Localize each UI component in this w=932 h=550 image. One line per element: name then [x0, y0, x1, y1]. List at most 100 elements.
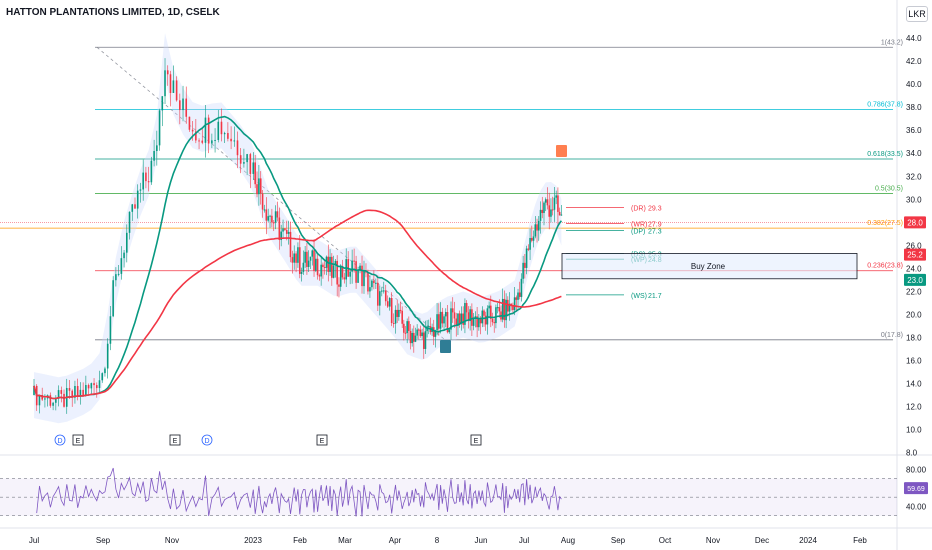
ma-slow-line — [33, 209, 562, 400]
candle-body — [38, 394, 41, 406]
candle-body — [479, 318, 482, 324]
candle-body — [418, 329, 420, 331]
candle-body — [353, 260, 355, 262]
candle-body — [263, 209, 266, 211]
price-badge-label: 28.0 — [907, 218, 923, 227]
candle-body — [355, 261, 357, 283]
candle-body — [249, 154, 252, 174]
candle-body — [320, 264, 322, 277]
y-tick-label: 24.0 — [906, 264, 922, 273]
y-tick-label: 42.0 — [906, 57, 922, 66]
candle-body — [164, 70, 166, 97]
candle-body — [536, 224, 538, 231]
candle-body — [265, 209, 268, 221]
candle-body — [85, 385, 87, 396]
candle-body — [195, 131, 197, 141]
candle-body — [438, 314, 440, 329]
candle-body — [529, 237, 531, 250]
candle-body — [49, 395, 52, 406]
y-tick-label: 8.0 — [906, 449, 918, 458]
candle-body — [120, 258, 123, 274]
candle-body — [331, 256, 333, 278]
candle-body — [493, 322, 496, 324]
candle-body — [532, 236, 535, 241]
candle-body — [252, 162, 255, 174]
y-tick-label: 18.0 — [906, 334, 922, 343]
event-marker-letter: E — [320, 438, 325, 445]
candle-body — [443, 316, 445, 324]
candle-body — [82, 389, 84, 396]
candle-body — [153, 151, 155, 161]
candle-body — [419, 329, 422, 337]
candle-body — [179, 100, 181, 111]
candle-body — [491, 318, 494, 323]
candle-body — [345, 259, 347, 280]
candle-body — [145, 172, 147, 182]
x-tick-label: Sep — [96, 536, 111, 545]
y-tick-label: 20.0 — [906, 310, 922, 319]
candle-body — [388, 298, 391, 307]
candle-body — [434, 330, 437, 337]
candle-body — [204, 117, 207, 143]
x-tick-label: Oct — [659, 536, 672, 545]
candle-body — [455, 318, 458, 326]
candle-body — [306, 251, 308, 267]
rsi-line — [36, 467, 562, 517]
x-tick-label: Feb — [853, 536, 867, 545]
candle-body — [525, 248, 528, 268]
candle-body — [476, 316, 478, 328]
currency-button[interactable]: LKR — [906, 6, 928, 22]
x-tick-label: Dec — [755, 536, 769, 545]
candle-body — [112, 280, 114, 317]
candle-body — [404, 332, 407, 334]
candle-body — [495, 307, 497, 324]
candle-body — [246, 154, 248, 163]
candle-body — [557, 195, 559, 212]
candle-body — [517, 292, 519, 300]
candle-body — [68, 388, 71, 391]
y-tick-label: 14.0 — [906, 380, 922, 389]
candle-body — [182, 98, 184, 111]
candle-body — [269, 215, 271, 217]
candle-body — [448, 329, 451, 333]
x-tick-label: Nov — [165, 536, 179, 545]
candle-body — [327, 256, 330, 272]
candle-body — [382, 290, 385, 292]
candle-body — [505, 299, 507, 321]
candle-body — [357, 270, 359, 283]
candle-body — [207, 117, 210, 144]
candle-body — [282, 228, 284, 232]
candle-body — [101, 373, 104, 381]
candle-body — [427, 326, 430, 328]
event-marker-letter: D — [57, 438, 62, 445]
candle-body — [507, 299, 509, 312]
candle-body — [316, 258, 319, 276]
x-tick-label: Apr — [389, 536, 402, 545]
candle-body — [307, 260, 310, 267]
candle-body — [230, 138, 232, 142]
candle-body — [295, 253, 297, 263]
candle-body — [256, 184, 258, 195]
candle-body — [384, 290, 387, 302]
candle-body — [329, 256, 331, 272]
x-tick-label: Jul — [519, 536, 529, 545]
candle-body — [139, 189, 142, 191]
candle-body — [527, 248, 530, 250]
candle-body — [416, 329, 418, 336]
price-badge — [904, 216, 926, 229]
event-marker-letter: D — [204, 438, 209, 445]
x-tick-label: 8 — [435, 536, 440, 545]
candle-body — [267, 216, 269, 221]
candle-body — [484, 315, 487, 325]
y-tick-label: 38.0 — [906, 103, 922, 112]
candle-body — [220, 121, 223, 135]
candle-body — [522, 262, 524, 279]
dividend-marker — [201, 434, 213, 446]
candle-body — [421, 332, 423, 337]
candle-body — [323, 267, 326, 269]
candle-body — [311, 250, 314, 257]
candle-body — [334, 260, 337, 266]
candle-body — [555, 195, 557, 198]
candle-body — [558, 211, 561, 216]
